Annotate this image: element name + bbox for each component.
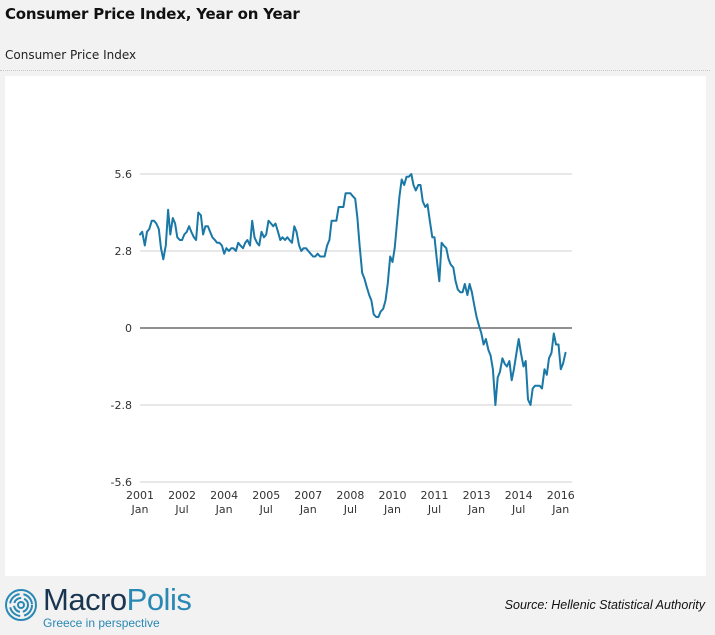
y-tick-label: 0 [125, 322, 132, 335]
logo-tagline: Greece in perspective [43, 616, 160, 630]
x-tick-label-month: Jul [427, 503, 441, 516]
x-tick-label-year: 2011 [421, 489, 449, 502]
x-tick-label-month: Jul [259, 503, 273, 516]
y-tick-label: -5.6 [111, 476, 132, 489]
y-tick-label: 2.8 [115, 245, 133, 258]
x-tick-label-month: Jul [511, 503, 525, 516]
chart-subtitle: Consumer Price Index [5, 48, 137, 62]
x-tick-label-month: Jan [551, 503, 569, 516]
x-tick-label-year: 2005 [252, 489, 280, 502]
x-axis-labels: 2001Jan2002Jul2004Jan2005Jul2007Jan2008J… [126, 489, 575, 516]
logo-word-polis: Polis [126, 582, 192, 617]
cpi-line-chart: 5.62.80-2.8-5.6 2001Jan2002Jul2004Jan200… [111, 168, 575, 516]
x-tick-label-month: Jul [343, 503, 357, 516]
x-tick-label-year: 2016 [547, 489, 575, 502]
y-tick-label: -2.8 [111, 399, 132, 412]
chart-panel: 5.6 2.8 0 -2.8 -5.6 2001 Jan 2002 Jul 2004 Jan 200… [5, 76, 706, 576]
header: Consumer Price Index, Year on Year Consu… [0, 0, 715, 72]
series-layer [139, 173, 567, 406]
x-tick-label-month: Jan [467, 503, 485, 516]
page-title: Consumer Price Index, Year on Year [5, 5, 300, 23]
x-tick-label-month: Jul [174, 503, 188, 516]
header-divider [0, 70, 710, 71]
x-tick-label-year: 2010 [378, 489, 406, 502]
x-tick-label-month: Jan [215, 503, 233, 516]
macropolis-logo[interactable]: MacroPolis Greece in perspective [5, 582, 215, 632]
x-tick-label-month: Jan [299, 503, 317, 516]
footer: MacroPolis Greece in perspective Source:… [0, 580, 715, 635]
x-tick-label-year: 2008 [336, 489, 364, 502]
logo-word-macro: Macro [43, 582, 127, 617]
fingerprint-logo-icon [5, 589, 37, 621]
x-tick-label-year: 2002 [168, 489, 196, 502]
x-tick-label-year: 2007 [294, 489, 322, 502]
x-tick-label-year: 2013 [463, 489, 491, 502]
x-tick-label-year: 2004 [210, 489, 238, 502]
x-tick-label-month: Jan [131, 503, 149, 516]
x-tick-label-year: 2014 [505, 489, 533, 502]
y-axis-labels: 5.6 2.8 0 -2.8 -5.6 [111, 168, 132, 489]
x-tick-label-year: 2001 [126, 489, 154, 502]
x-tick-label-month: Jan [383, 503, 401, 516]
logo-wordmark: MacroPolis [43, 582, 192, 618]
grid-layer [140, 173, 572, 483]
y-tick-label: 5.6 [115, 168, 133, 181]
cpi-series-line [139, 173, 567, 406]
source-note: Source: Hellenic Statistical Authority [504, 598, 705, 612]
